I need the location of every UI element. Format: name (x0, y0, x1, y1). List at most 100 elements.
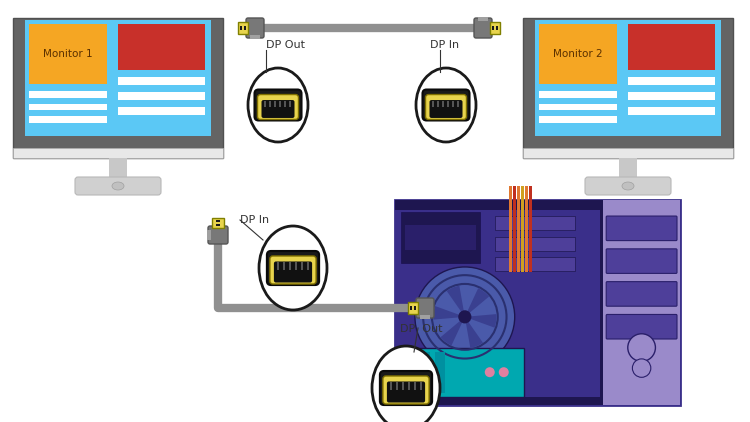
Bar (405, 352, 415, 393)
Bar (535, 20, 721, 136)
FancyBboxPatch shape (585, 177, 671, 195)
Bar (458, 101, 460, 107)
Wedge shape (447, 286, 465, 317)
Bar (437, 101, 440, 107)
Circle shape (628, 334, 656, 361)
Bar (118, 92, 206, 100)
Wedge shape (440, 317, 465, 346)
Bar (520, 186, 524, 272)
Text: Monitor 2: Monitor 2 (554, 49, 603, 59)
Bar (301, 262, 303, 270)
Bar (29, 103, 107, 111)
Bar (523, 148, 733, 158)
Bar (396, 382, 398, 390)
FancyBboxPatch shape (254, 89, 302, 120)
Bar (442, 101, 445, 107)
Ellipse shape (372, 346, 440, 422)
Bar (118, 24, 206, 70)
Bar (216, 224, 220, 226)
Bar (414, 306, 416, 310)
Bar (265, 101, 266, 107)
Bar (216, 220, 220, 222)
FancyBboxPatch shape (75, 177, 161, 195)
Text: Monitor 1: Monitor 1 (44, 49, 93, 59)
Bar (509, 186, 512, 272)
Bar (410, 306, 412, 310)
Bar (433, 101, 434, 107)
Bar (628, 107, 716, 115)
Text: DP Out: DP Out (266, 40, 305, 50)
Bar (395, 397, 680, 405)
Bar (628, 24, 716, 70)
FancyBboxPatch shape (262, 100, 295, 118)
Bar (290, 101, 292, 107)
Ellipse shape (112, 182, 124, 190)
Wedge shape (465, 314, 496, 327)
Bar (400, 212, 481, 263)
Bar (539, 91, 617, 98)
Bar (603, 200, 680, 405)
Bar (495, 237, 574, 251)
Bar (402, 382, 404, 390)
Bar (400, 348, 524, 397)
Bar (390, 382, 392, 390)
Bar (420, 352, 430, 393)
FancyBboxPatch shape (383, 376, 429, 404)
FancyBboxPatch shape (208, 226, 228, 244)
FancyBboxPatch shape (430, 100, 463, 118)
FancyBboxPatch shape (257, 95, 298, 119)
FancyBboxPatch shape (380, 371, 432, 405)
FancyBboxPatch shape (416, 298, 434, 318)
Ellipse shape (259, 226, 327, 310)
Bar (529, 186, 532, 272)
Bar (496, 26, 498, 30)
Bar (435, 352, 445, 393)
Bar (277, 262, 279, 270)
Ellipse shape (416, 68, 476, 142)
Bar (118, 77, 206, 85)
Bar (539, 116, 617, 123)
Bar (408, 302, 418, 314)
FancyBboxPatch shape (425, 95, 466, 119)
Circle shape (499, 367, 508, 377)
Bar (238, 22, 248, 34)
Bar (395, 200, 680, 210)
FancyBboxPatch shape (422, 89, 470, 120)
Bar (207, 230, 211, 240)
Bar (29, 116, 107, 123)
Bar (478, 17, 488, 21)
Bar (240, 26, 242, 30)
Circle shape (458, 310, 472, 323)
Bar (539, 24, 617, 84)
Bar (490, 22, 500, 34)
FancyBboxPatch shape (606, 281, 677, 306)
Bar (414, 382, 416, 390)
Bar (619, 158, 637, 180)
Bar (289, 262, 291, 270)
Wedge shape (433, 306, 465, 319)
Bar (628, 77, 716, 85)
Bar (495, 216, 574, 230)
Circle shape (415, 267, 514, 367)
Bar (495, 257, 574, 271)
Bar (395, 200, 680, 405)
FancyBboxPatch shape (387, 381, 425, 403)
Circle shape (484, 367, 495, 377)
Circle shape (632, 359, 651, 377)
Bar (295, 262, 297, 270)
Bar (244, 26, 246, 30)
FancyBboxPatch shape (474, 18, 492, 38)
Bar (448, 101, 449, 107)
Bar (525, 186, 528, 272)
Bar (452, 101, 454, 107)
FancyBboxPatch shape (246, 18, 264, 38)
Bar (13, 18, 223, 158)
Bar (492, 26, 494, 30)
FancyBboxPatch shape (606, 314, 677, 339)
Bar (250, 35, 260, 39)
Bar (284, 101, 286, 107)
Bar (25, 20, 211, 136)
Bar (109, 158, 127, 180)
Bar (420, 315, 430, 319)
Bar (523, 18, 733, 158)
